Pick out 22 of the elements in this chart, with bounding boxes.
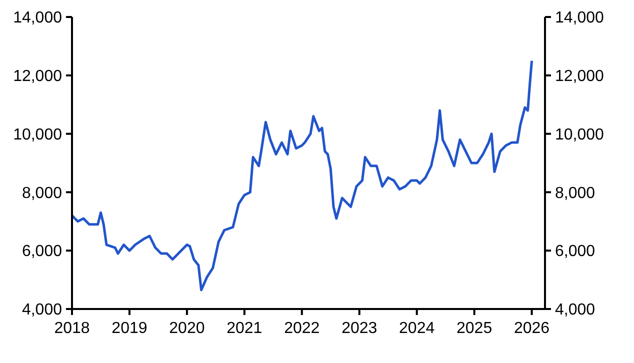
y-tick-label: 14,000	[13, 10, 62, 27]
x-tick-label: 2019	[112, 320, 148, 337]
line-series	[70, 60, 534, 292]
y-tick-label: 4,000	[22, 302, 62, 319]
x-tick-label: 2021	[226, 320, 262, 337]
y2-tick-label: 8,000	[555, 184, 596, 202]
y-tick-label: 8,000	[22, 184, 62, 202]
y2-tick-label: 10,000	[555, 126, 604, 144]
y2-tick-label: 4,000	[555, 302, 596, 319]
x-tick-label: 2024	[399, 320, 435, 337]
y-tick-label: 6,000	[22, 243, 62, 260]
y-tick-label: 12,000	[13, 68, 62, 85]
x-tick-label: 2026	[514, 320, 550, 337]
x-tick-label: 2023	[342, 320, 378, 337]
y2-tick-label: 14,000	[555, 10, 604, 27]
x-tick-label: 2018	[54, 320, 90, 337]
x-tick-label: 2022	[284, 320, 320, 337]
x-tick-label: 2025	[456, 320, 492, 337]
y-tick-label: 10,000	[13, 126, 62, 144]
x-tick-label: 2020	[169, 320, 205, 337]
y2-tick-label: 12,000	[555, 68, 604, 85]
y2-tick-label: 6,000	[555, 243, 596, 260]
